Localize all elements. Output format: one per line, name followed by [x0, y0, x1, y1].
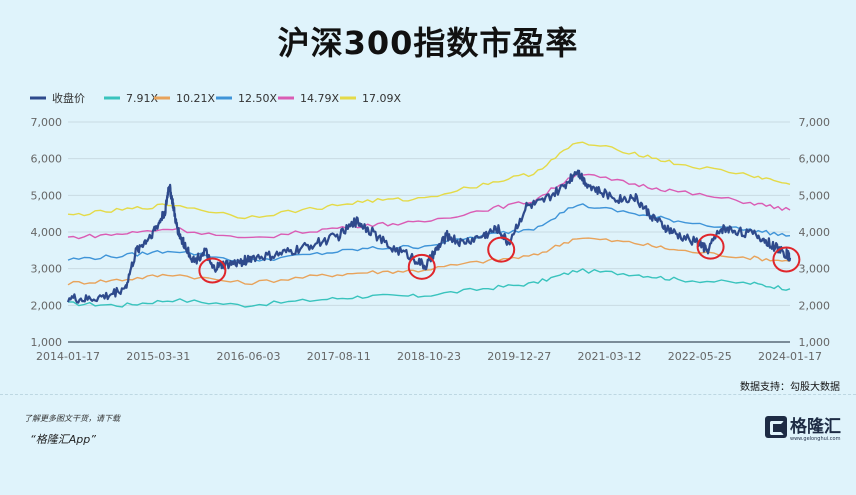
y-tick-label-left: 2,000	[31, 299, 63, 312]
y-tick-label-left: 7,000	[31, 116, 63, 129]
pe-line-chart: 收盘价 7.91X 10.21X 12.50X 14.79X 17.09X 1,000 2,…	[30, 91, 831, 363]
divider	[0, 394, 856, 395]
y-tick-label-right: 5,000	[799, 189, 831, 202]
y-tick-label-right: 3,000	[799, 263, 831, 276]
series-line-17.09X	[67, 141, 791, 220]
x-tick-label: 2022-05-25	[668, 350, 732, 363]
legend-label: 17.09X	[362, 92, 401, 105]
highlight-circle	[407, 253, 436, 280]
series-line-close	[66, 169, 792, 304]
legend-label: 收盘价	[52, 91, 85, 105]
highlight-circle	[198, 257, 227, 284]
x-tick-label: 2014-01-17	[36, 350, 100, 363]
y-tick-label-right: 2,000	[799, 299, 831, 312]
x-tick-label: 2024-01-17	[758, 350, 822, 363]
x-tick-label: 2015-03-31	[126, 350, 190, 363]
y-tick-label-right: 4,000	[799, 226, 831, 239]
x-tick-label: 2019-12-27	[487, 350, 551, 363]
x-axis: 2014-01-17 2015-03-31 2016-06-03 2017-08-11…	[36, 350, 822, 363]
logo-url: www.gelonghui.com	[790, 436, 841, 442]
series-line-10.21X	[67, 237, 791, 286]
highlight-circles	[198, 233, 801, 284]
y-axis-right: 1,000 2,000 3,000 4,000 5,000 6,000 7,000	[799, 116, 831, 349]
data-source-note: 数据支持：勾股大数据	[740, 382, 840, 393]
x-tick-label: 2017-08-11	[307, 350, 371, 363]
y-axis-left: 1,000 2,000 3,000 4,000 5,000 6,000 7,000	[31, 116, 63, 349]
y-tick-label-right: 1,000	[799, 336, 831, 349]
legend-label: 7.91X	[126, 92, 158, 105]
x-tick-label: 2016-06-03	[217, 350, 281, 363]
legend-label: 14.79X	[300, 92, 339, 105]
logo-name: 格隆汇	[790, 417, 841, 437]
chart-title: 沪深300指数市盈率	[277, 24, 579, 62]
legend-label: 12.50X	[238, 92, 277, 105]
download-promo-text: 了解更多图文干货，请下载	[24, 414, 120, 423]
y-tick-label-right: 6,000	[799, 153, 831, 166]
series-line-7.91X	[67, 268, 791, 308]
x-tick-label: 2021-03-12	[578, 350, 642, 363]
y-tick-label-left: 4,000	[31, 226, 63, 239]
y-tick-label-left: 5,000	[31, 189, 63, 202]
y-tick-label-left: 1,000	[31, 336, 63, 349]
app-name-text: “格隆汇App”	[30, 433, 96, 446]
highlight-circle	[487, 236, 516, 263]
highlight-circle	[772, 246, 801, 273]
y-tick-label-left: 6,000	[31, 153, 63, 166]
legend-label: 10.21X	[176, 92, 215, 105]
highlight-circle	[696, 233, 725, 260]
chart-legend: 收盘价 7.91X 10.21X 12.50X 14.79X 17.09X	[30, 91, 401, 105]
grid-lines	[68, 121, 790, 343]
x-tick-label: 2018-10-23	[397, 350, 461, 363]
y-tick-label-right: 7,000	[799, 116, 831, 129]
logo-icon	[765, 416, 787, 438]
series-line-14.79X	[67, 173, 791, 240]
gelonghui-logo: 格隆汇 www.gelonghui.com	[765, 412, 841, 442]
y-tick-label-left: 3,000	[31, 263, 63, 276]
series-lines	[66, 141, 792, 308]
